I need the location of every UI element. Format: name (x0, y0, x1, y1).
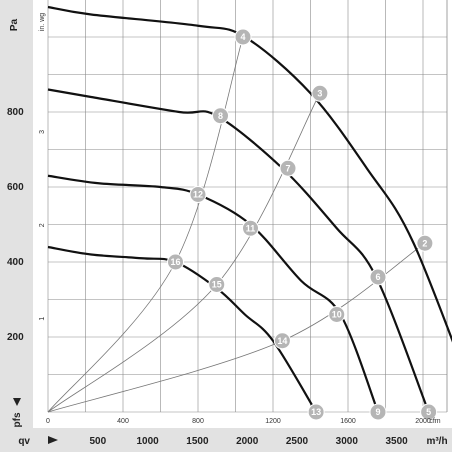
operating-point (234, 28, 252, 46)
operating-point-label: 13 (311, 407, 321, 417)
operating-point-label: 10 (332, 310, 342, 320)
operating-point (307, 403, 325, 421)
operating-points: 12345678910111213141516 (167, 28, 438, 421)
qv-label: qv (18, 436, 30, 447)
operating-point-label: 7 (285, 163, 290, 173)
operating-point-label: 11 (246, 223, 256, 233)
operating-point (369, 268, 387, 286)
operating-point (189, 186, 207, 203)
pfs-arrow-icon (13, 398, 21, 406)
operating-point (212, 107, 229, 125)
pfs-label: pfs (12, 412, 23, 427)
x-bottom-tick-label: 2500 (286, 436, 309, 447)
operating-point (420, 403, 438, 421)
bottom-axis-band (0, 428, 452, 452)
y-axis-label: Pa (9, 18, 20, 31)
svg-text:pfs: pfs (12, 412, 23, 427)
operating-point-label: 3 (317, 88, 322, 98)
qv-axis-marker: qv (18, 436, 58, 447)
fan-curve (47, 5, 452, 343)
left-axis-band (0, 0, 33, 452)
x-bottom-tick-label: 3000 (336, 436, 359, 447)
x-bottom-tick-label: 1000 (136, 436, 159, 447)
x-bottom-tick-label: 3500 (385, 436, 408, 447)
x-top-tick-label: 1200 (265, 418, 281, 425)
operating-point (369, 403, 387, 421)
y-tick-label: 200 (7, 332, 24, 343)
x-bottom-tick-label: 2000 (236, 436, 259, 447)
qv-arrow-icon (48, 436, 58, 444)
operating-point-label: 6 (375, 272, 380, 282)
y2-tick-label: 2 (39, 223, 46, 227)
x-top-tick-label: 800 (192, 418, 204, 425)
x-bottom-tick-label: 500 (89, 436, 106, 447)
x-top-axis-label: cfm (429, 418, 440, 425)
operating-point-label: 5 (426, 407, 431, 417)
fan-curve (47, 245, 318, 413)
operating-point-label: 8 (218, 111, 223, 121)
x-top-tick-label: 2000 (415, 418, 431, 425)
operating-point-label: 14 (277, 336, 287, 346)
operating-point (167, 253, 184, 271)
operating-point (242, 219, 259, 237)
operating-point-label: 12 (193, 190, 203, 200)
y2-tick-label: 1 (39, 317, 46, 321)
operating-point (279, 159, 297, 177)
x-top-tick-label: 1600 (340, 418, 356, 425)
operating-point-label: 16 (170, 257, 180, 267)
operating-point-label: 4 (240, 32, 245, 42)
operating-point (273, 332, 291, 350)
operating-point (416, 234, 434, 252)
y-tick-label: 800 (7, 107, 24, 118)
y-tick-label: 400 (7, 257, 24, 268)
y-tick-label: 600 (7, 182, 24, 193)
operating-point-label: 15 (212, 280, 222, 290)
y2-tick-label: 3 (39, 130, 46, 134)
operating-point (328, 306, 346, 323)
x-top-tick-label: 0 (46, 418, 50, 425)
operating-point (311, 84, 329, 102)
operating-point-label: 9 (375, 407, 380, 417)
x-bottom-tick-label: 1500 (186, 436, 209, 447)
grid (47, 0, 448, 413)
pfs-axis-marker: pfs (12, 398, 23, 428)
operating-point (208, 276, 226, 293)
x-top-tick-label: 400 (117, 418, 129, 425)
x-bottom-axis-label: m³/h (426, 436, 447, 447)
operating-point-label: 2 (422, 238, 427, 248)
y2-axis-label: in. wg (39, 13, 46, 31)
